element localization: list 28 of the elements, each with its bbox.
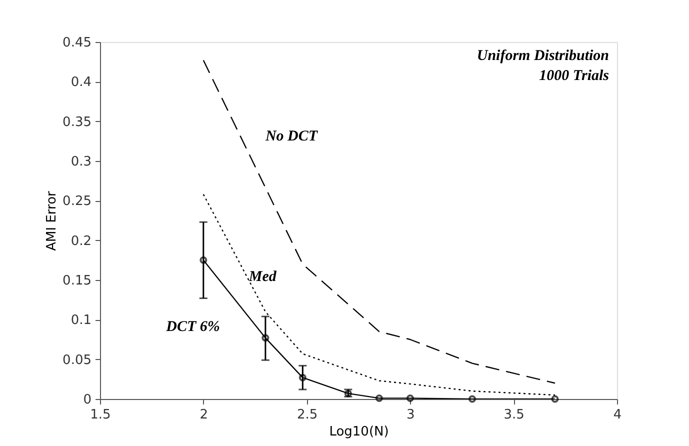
- y-tick-label: 0.2: [70, 234, 92, 249]
- annotation: 1000 Trials: [539, 68, 610, 84]
- x-tick-label: 3: [406, 408, 415, 422]
- point: [262, 334, 270, 342]
- y-tick-label: 0.35: [62, 114, 92, 130]
- y-tick-label: 0.3: [70, 154, 92, 170]
- y-tick-label: 0.1: [70, 313, 92, 328]
- y-axis-title: AMI Error: [44, 190, 60, 251]
- x-tick-label: 2: [200, 408, 208, 422]
- point: [375, 394, 383, 402]
- y-tick-label: 0: [83, 392, 92, 408]
- y-tick-label: 0.05: [62, 352, 92, 368]
- series-label: DCT 6%: [165, 319, 220, 336]
- x-tick-label: 1.5: [90, 408, 111, 422]
- x-tick-label: 4: [613, 408, 622, 422]
- point: [298, 374, 306, 382]
- series-label: No DCT: [264, 128, 318, 145]
- y-tick-label: 0.45: [62, 36, 92, 50]
- point: [468, 395, 476, 403]
- point: [406, 394, 414, 402]
- x-axis-title: Log10(N): [329, 424, 389, 440]
- x-tick-label: 2.5: [296, 408, 318, 422]
- y-tick-label: 0.25: [62, 194, 92, 210]
- x-tick-label: 3.5: [504, 408, 524, 422]
- annotation: Uniform Distribution: [476, 48, 609, 64]
- series-label: Med: [248, 269, 277, 286]
- y-tick-label: 0.4: [70, 75, 92, 90]
- y-tick-label: 0.15: [62, 274, 92, 288]
